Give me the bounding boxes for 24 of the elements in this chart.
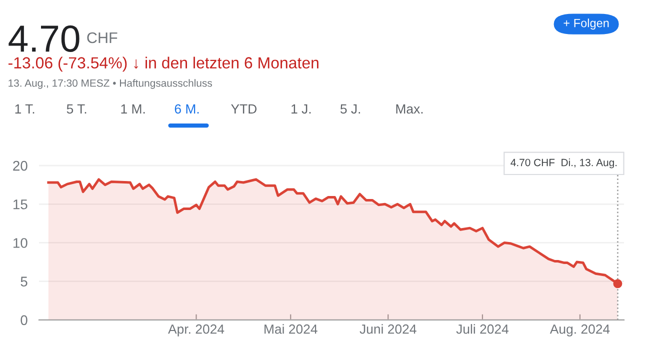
y-tick-label: 0 (20, 315, 28, 326)
chart-subtitle: -13.06 (-73.54%) ↓ in den letzten 6 Monaten (8, 56, 318, 72)
chart-title: 4.70 (8, 25, 80, 52)
text: + Folgen (564, 18, 609, 30)
y-tick-label: 15 (14, 200, 28, 210)
text: 5 T. (66, 104, 86, 114)
annotation: 4.70 CHF Di., 13. Aug. (510, 158, 617, 168)
x-tick-label: Aug. 2024 (550, 324, 610, 336)
y-tick-label: 10 (14, 238, 28, 248)
y-tick-label: 20 (13, 160, 28, 171)
text: 5 J. (340, 104, 360, 114)
x-tick-label: Apr. 2024 (168, 324, 224, 336)
x-tick-label: Juli 2024 (456, 324, 508, 334)
text: 6 M. (174, 104, 199, 114)
text: 1 J. (292, 104, 311, 114)
text: 13. Aug., 17:30 MESZ • Haftungsausschluss (8, 79, 212, 89)
text: Max. (396, 104, 423, 114)
text: CHF (87, 32, 118, 44)
x-tick-label: Juni 2024 (360, 324, 416, 334)
x-tick-label: Mai 2024 (264, 324, 318, 334)
y-tick-label: 5 (20, 276, 28, 286)
text: YTD (231, 104, 257, 114)
text: 1 T. (15, 104, 34, 114)
text: 1 M. (121, 104, 145, 114)
